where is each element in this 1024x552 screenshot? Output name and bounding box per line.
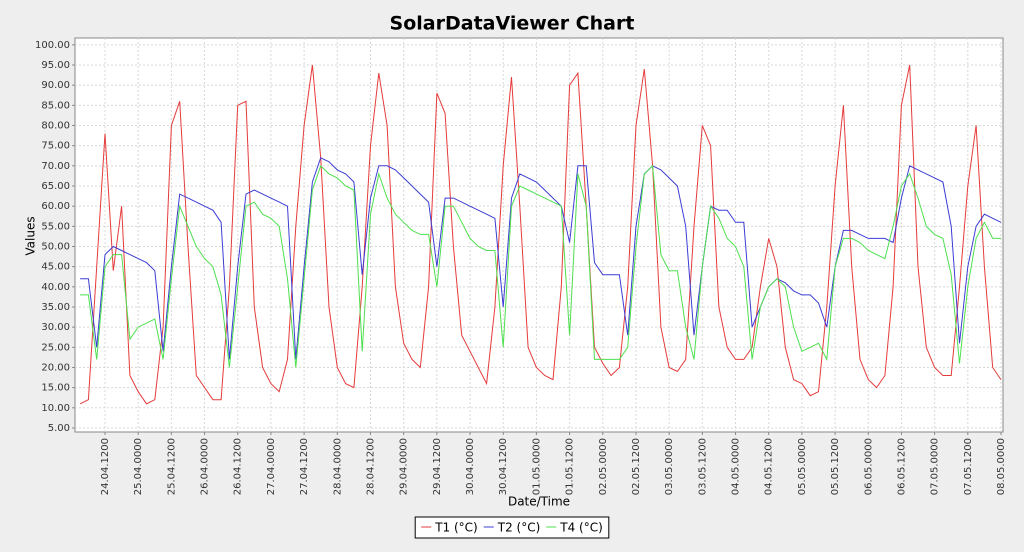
x-tick-label: 27.04.1200 — [299, 438, 310, 495]
x-tick-label: 26.04.0000 — [200, 438, 211, 495]
x-tick-label: 08.05.0000 — [996, 438, 1007, 495]
legend: T1 (°C) T2 (°C) T4 (°C) — [414, 516, 610, 539]
x-tick-label: 29.04.0000 — [399, 438, 410, 495]
y-tick-label: 40.00 — [41, 282, 70, 293]
x-tick-label: 05.05.1200 — [830, 438, 841, 495]
x-tick-label: 07.05.0000 — [930, 438, 941, 495]
x-tick-label: 26.04.1200 — [233, 438, 244, 495]
y-tick-label: 20.00 — [41, 362, 70, 373]
x-tick-label: 03.05.0000 — [664, 438, 675, 495]
legend-label: T1 (°C) — [434, 521, 478, 535]
y-tick-label: 55.00 — [41, 221, 70, 232]
y-tick-label: 25.00 — [41, 342, 70, 353]
x-axis-title: Date/Time — [508, 495, 570, 509]
y-axis-title: Values — [24, 216, 38, 255]
line-series — [80, 157, 1002, 360]
y-tick-label: 60.00 — [41, 201, 70, 212]
y-tick-label: 90.00 — [41, 80, 70, 91]
y-tick-label: 85.00 — [41, 100, 70, 111]
y-tick-label: 100.00 — [35, 40, 70, 51]
legend-box — [414, 516, 610, 539]
y-tick-label: 50.00 — [41, 241, 70, 252]
y-tick-label: 80.00 — [41, 121, 70, 132]
y-tick-label: 35.00 — [41, 302, 70, 313]
x-tick-label: 07.05.1200 — [963, 438, 974, 495]
y-tick-label: 70.00 — [41, 161, 70, 172]
x-tick-label: 04.05.1200 — [764, 438, 775, 495]
plot-area — [74, 37, 1004, 433]
x-tick-label: 01.05.0000 — [531, 438, 542, 495]
y-tick-label: 10.00 — [41, 403, 70, 414]
x-tick-label: 25.04.0000 — [133, 438, 144, 495]
legend-label: T2 (°C) — [497, 521, 541, 535]
x-tick-label: 06.05.0000 — [863, 438, 874, 495]
x-tick-label: 29.04.1200 — [432, 438, 443, 495]
x-tick-label: 28.04.0000 — [332, 438, 343, 495]
x-tick-label: 02.05.0000 — [598, 438, 609, 495]
x-tick-label: 27.04.0000 — [266, 438, 277, 495]
x-tick-label: 24.04.1200 — [100, 438, 111, 495]
x-tick-label: 06.05.1200 — [896, 438, 907, 495]
x-tick-label: 25.04.1200 — [166, 438, 177, 495]
chart-title: SolarDataViewer Chart — [390, 13, 635, 35]
y-tick-label: 30.00 — [41, 322, 70, 333]
line-series — [80, 164, 1001, 368]
x-tick-label: 04.05.0000 — [731, 438, 742, 495]
y-tick-label: 65.00 — [41, 181, 70, 192]
x-tick-label: 02.05.1200 — [631, 438, 642, 495]
x-tick-label: 30.04.0000 — [465, 438, 476, 495]
y-tick-label: 95.00 — [41, 60, 70, 71]
x-tick-label: 05.05.0000 — [797, 438, 808, 495]
y-tick-label: 45.00 — [41, 262, 70, 273]
x-tick-label: 28.04.1200 — [365, 438, 376, 495]
x-tick-label: 03.05.1200 — [697, 438, 708, 495]
y-tick-label: 15.00 — [41, 383, 70, 394]
y-tick-label: 5.00 — [48, 423, 70, 434]
x-tick-label: 01.05.1200 — [565, 438, 576, 495]
line-series — [79, 64, 1002, 405]
legend-label: T4 (°C) — [559, 521, 603, 535]
y-tick-label: 75.00 — [41, 141, 70, 152]
x-tick-label: 30.04.1200 — [498, 438, 509, 495]
